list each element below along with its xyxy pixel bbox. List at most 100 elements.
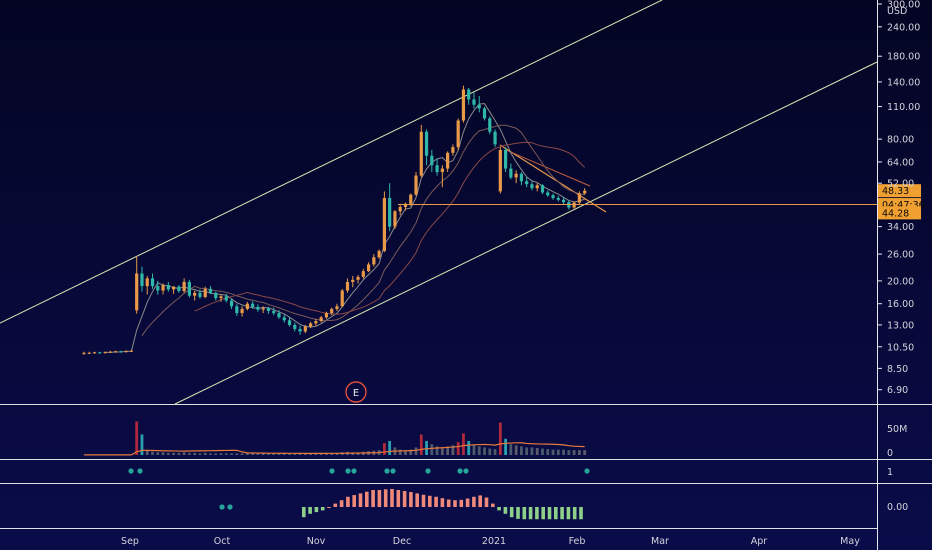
volume-bar bbox=[525, 447, 529, 455]
volume-bar bbox=[135, 421, 139, 455]
candle-body bbox=[108, 351, 112, 353]
oscillator-bar bbox=[453, 500, 457, 507]
volume-bar bbox=[319, 453, 323, 455]
volume-bar bbox=[166, 452, 170, 455]
volume-bar bbox=[256, 453, 260, 455]
channel-lines bbox=[0, 0, 878, 405]
price-tick-label: 20.00 bbox=[887, 276, 914, 287]
candle-body bbox=[103, 351, 107, 353]
moving-average-mid bbox=[141, 124, 585, 337]
signal-dot bbox=[345, 468, 351, 474]
volume-bar bbox=[456, 442, 460, 455]
candle-body bbox=[388, 197, 392, 227]
price-tick-label: 34.00 bbox=[887, 222, 914, 233]
candle-body bbox=[482, 108, 487, 119]
candle-body bbox=[140, 273, 144, 287]
oscillator-pane bbox=[302, 488, 583, 520]
candle-body bbox=[287, 320, 292, 325]
volume-bar bbox=[583, 450, 587, 455]
candle-body bbox=[240, 308, 244, 314]
candle-body bbox=[572, 202, 576, 208]
signal-dot bbox=[351, 468, 357, 474]
channel-upper-line bbox=[0, 0, 663, 324]
candle-body bbox=[398, 206, 402, 212]
moving-average-slow bbox=[194, 141, 586, 315]
volume-bar bbox=[224, 453, 228, 455]
candle-body bbox=[145, 278, 149, 287]
oscillator-bar bbox=[478, 495, 482, 507]
signal-dot bbox=[329, 468, 335, 474]
volume-bar bbox=[430, 444, 434, 455]
earnings-marker[interactable]: E bbox=[345, 381, 367, 403]
oscillator-bar bbox=[339, 500, 344, 507]
oscillator-bar bbox=[390, 488, 394, 507]
oscillator-bar bbox=[440, 498, 445, 507]
volume-bar bbox=[404, 450, 407, 455]
volume-bar bbox=[488, 448, 492, 455]
volume-bar bbox=[483, 447, 486, 455]
signal-dot bbox=[584, 468, 590, 474]
signal-dot bbox=[425, 468, 431, 474]
candle-body bbox=[583, 190, 587, 194]
volume-bar bbox=[182, 452, 186, 455]
volume-bar bbox=[493, 449, 497, 455]
volume-bar bbox=[288, 453, 291, 455]
volume-bar bbox=[577, 450, 581, 455]
volume-bar bbox=[335, 452, 339, 455]
volume-bar bbox=[314, 453, 318, 455]
oscillator-bar bbox=[327, 507, 331, 508]
price-tick-label: 26.00 bbox=[887, 250, 914, 261]
volume-bar bbox=[161, 452, 165, 455]
signal-dot bbox=[463, 468, 469, 474]
volume-bar bbox=[303, 453, 307, 455]
candle-body bbox=[535, 185, 539, 189]
volume-bar bbox=[245, 453, 249, 455]
candle-body bbox=[335, 306, 339, 309]
oscillator-bar bbox=[434, 496, 438, 507]
volume-bar bbox=[140, 434, 144, 455]
candle-body bbox=[377, 250, 381, 258]
channel-lower-line bbox=[174, 61, 878, 405]
candle-body bbox=[424, 131, 429, 156]
candle-body bbox=[303, 326, 307, 332]
candle-body bbox=[261, 308, 265, 310]
candle-body bbox=[409, 194, 413, 204]
candle-body bbox=[92, 352, 97, 354]
volume-bar bbox=[504, 438, 507, 455]
candle-body bbox=[119, 351, 123, 353]
candle-body bbox=[161, 285, 165, 291]
candle-body bbox=[556, 197, 560, 200]
price-axis[interactable]: 300.00 240.00 180.00 140.00 110.00 80.00 64.00… bbox=[877, 0, 920, 396]
price-tag bbox=[878, 184, 921, 198]
volume-bar bbox=[551, 449, 555, 455]
oscillator-bar bbox=[302, 507, 306, 518]
candle-body bbox=[372, 257, 376, 265]
time-axis[interactable]: Sep Oct Nov Dec 2021 Feb Mar Apr May bbox=[121, 536, 860, 547]
volume-bar bbox=[530, 447, 534, 455]
oscillator-bar bbox=[421, 494, 426, 507]
downtrend-line bbox=[499, 144, 607, 213]
volume-bar bbox=[235, 453, 239, 455]
volume-bar bbox=[198, 453, 202, 455]
candle-body bbox=[451, 147, 455, 153]
signal-dot bbox=[219, 504, 225, 510]
volume-bar bbox=[567, 450, 571, 455]
candle-body bbox=[208, 288, 213, 293]
volume-bar bbox=[177, 452, 181, 455]
candle-body bbox=[124, 350, 128, 352]
candle-body bbox=[245, 303, 249, 309]
moving-averages bbox=[105, 103, 586, 353]
indicator-axis-label: 1 bbox=[887, 467, 893, 478]
oscillator-bar bbox=[365, 491, 369, 507]
time-tick-label: Sep bbox=[121, 536, 139, 547]
candle-body bbox=[129, 350, 134, 352]
volume-bar bbox=[388, 440, 392, 455]
oscillator-bar bbox=[497, 507, 501, 511]
candle-body bbox=[403, 203, 408, 207]
volume-bar bbox=[535, 447, 539, 455]
candle-body bbox=[419, 131, 423, 176]
candle-body bbox=[472, 99, 476, 105]
volume-average-line bbox=[84, 442, 585, 456]
